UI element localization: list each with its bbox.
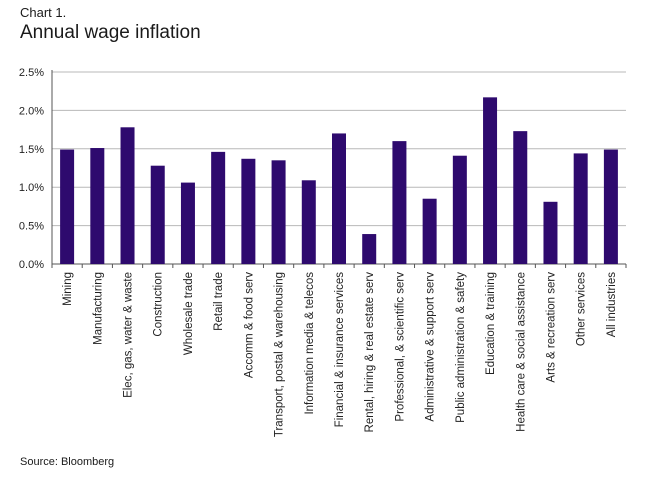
bar <box>120 127 135 265</box>
x-tick-label: Rental, hiring & real estate serv <box>364 272 376 433</box>
y-tick-label: 0.5% <box>19 221 44 233</box>
bar <box>422 198 437 264</box>
chart-label: Chart 1. <box>20 5 67 20</box>
x-tick-label: Transport, postal & warehousing <box>274 272 286 437</box>
y-tick-label: 2.0% <box>19 105 44 117</box>
x-tick-label: All industries <box>606 272 618 337</box>
bar <box>60 149 75 264</box>
x-tick-label: Public administration & safety <box>455 272 467 423</box>
source-note: Source: Bloomberg <box>20 456 115 468</box>
bar <box>573 153 588 264</box>
bar <box>180 182 195 264</box>
bar <box>241 158 256 264</box>
bar <box>603 149 618 264</box>
x-tick-label: Professional, & scientific serv <box>394 272 406 422</box>
x-tick-label: Health care & social assistance <box>515 272 527 432</box>
chart-title: Annual wage inflation <box>20 22 201 43</box>
bar <box>362 234 377 264</box>
x-tick-label: Wholesale trade <box>183 272 195 355</box>
x-tick-label: Accomm & food serv <box>243 272 255 378</box>
bar <box>392 141 407 264</box>
x-tick-label: Information media & telecos <box>304 272 316 415</box>
x-tick-label: Other services <box>576 272 588 346</box>
x-tick-label: Mining <box>62 272 74 306</box>
y-tick-label: 1.5% <box>19 144 44 156</box>
bar <box>90 148 105 264</box>
bar <box>483 97 498 265</box>
x-tick-label: Arts & recreation serv <box>545 272 557 383</box>
bar <box>543 201 558 264</box>
bar <box>211 151 226 264</box>
y-tick-label: 1.0% <box>19 182 44 194</box>
bar <box>452 155 467 264</box>
y-tick-label: 0.0% <box>19 259 44 271</box>
bar <box>332 133 346 264</box>
bar <box>513 131 528 264</box>
x-tick-label: Construction <box>153 272 165 337</box>
x-tick-label: Education & training <box>485 272 497 375</box>
bar <box>271 160 286 264</box>
bar <box>150 165 165 264</box>
x-tick-label: Retail trade <box>213 272 225 331</box>
y-tick-label: 2.5% <box>19 67 44 79</box>
x-tick-label: Administrative & support serv <box>425 272 437 422</box>
x-tick-label: Manufacturing <box>92 272 104 345</box>
bar <box>301 180 316 264</box>
x-tick-label: Elec, gas, water & waste <box>123 272 135 398</box>
x-tick-label: Financial & insurance services <box>334 272 346 428</box>
